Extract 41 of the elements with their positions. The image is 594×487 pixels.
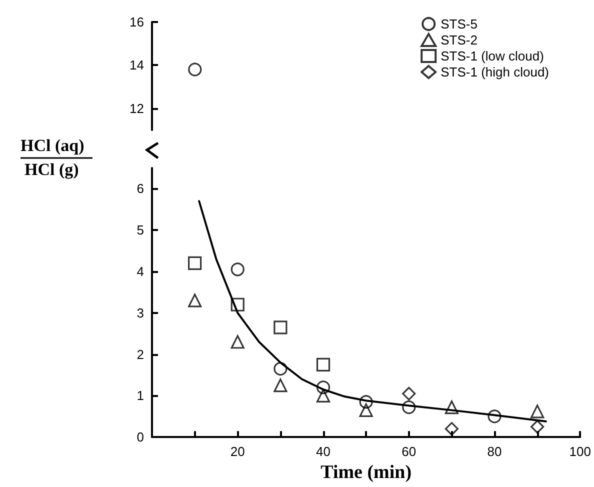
point: [230, 262, 244, 276]
point: [488, 410, 502, 424]
legend-label: STS-1 (low cloud): [440, 48, 544, 64]
y-tick-label: 5: [136, 222, 144, 238]
y-axis-title: HCl (aq) HCl (g): [20, 136, 84, 179]
x-tick-label: 80: [487, 444, 502, 460]
y-tick-label: 4: [136, 264, 144, 279]
point: [274, 378, 288, 392]
point: [316, 380, 330, 394]
y-tick-label: 6: [136, 181, 144, 196]
point: [188, 294, 202, 308]
y-tick-label: 1: [136, 388, 144, 404]
x-tick-label: 40: [316, 444, 330, 460]
x-tick-label: 20: [230, 444, 245, 460]
y-tick-label: 16: [130, 14, 144, 30]
point: [230, 298, 244, 312]
point: [530, 404, 544, 418]
point: [444, 422, 459, 436]
point: [274, 362, 288, 376]
point: [444, 400, 459, 414]
y-tick-label: 3: [136, 305, 144, 320]
y-tick-label: 12: [130, 100, 144, 116]
point: [359, 395, 373, 409]
x-axis-title: Time (min): [320, 462, 412, 483]
point: [359, 403, 373, 417]
point: [402, 386, 416, 400]
point: [402, 400, 416, 414]
x-tick-label: 100: [569, 444, 592, 460]
legend-label: STS-1 (high cloud): [440, 64, 550, 80]
legend-label: STS-5: [440, 16, 478, 32]
y-tick-label: 0: [136, 430, 144, 445]
point: [230, 335, 244, 349]
legend-label: STS-2: [440, 32, 478, 48]
y-tick-label: 2: [136, 346, 144, 362]
point: [316, 388, 330, 402]
y-tick-label: 14: [130, 58, 144, 73]
point: [188, 256, 202, 270]
point: [274, 320, 288, 334]
point: [530, 420, 544, 434]
x-tick-label: 60: [402, 444, 416, 460]
point: [316, 358, 330, 372]
